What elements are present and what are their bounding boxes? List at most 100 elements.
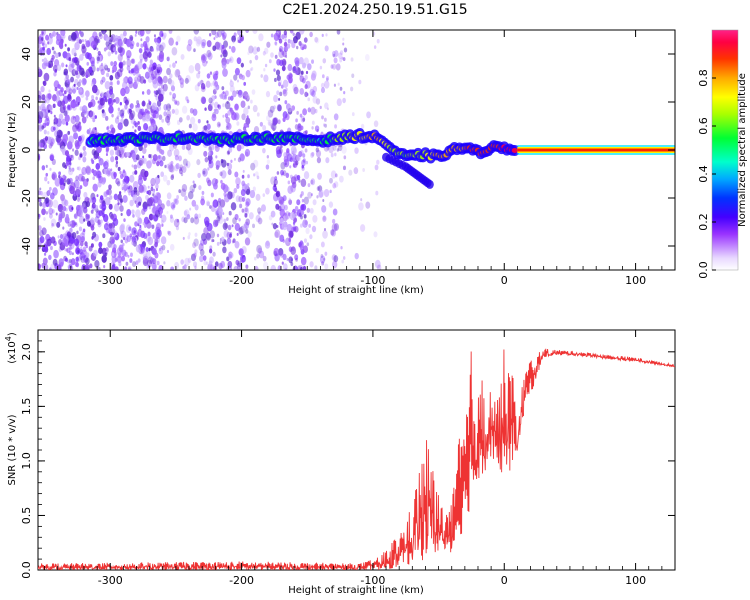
noise-speckle [333,57,338,64]
noise-speckle [206,222,213,232]
noise-speckle [316,186,320,191]
noise-speckle [274,253,280,262]
noise-speckle [160,42,166,50]
noise-speckle [57,83,61,89]
noise-speckle [168,37,174,46]
noise-speckle [281,34,285,40]
noise-speckle [220,46,227,55]
noise-speckle [182,166,185,170]
noise-speckle [275,69,281,76]
noise-speckle [103,167,109,175]
noise-speckle [186,43,192,52]
noise-speckle [102,233,106,239]
noise-speckle [252,30,258,35]
noise-speckle [88,127,91,131]
noise-speckle [232,40,235,44]
noise-speckle [56,64,62,71]
noise-speckle [300,210,305,216]
noise-speckle [180,188,187,197]
noise-speckle [123,236,126,241]
noise-speckle [280,144,283,149]
noise-speckle [305,160,309,165]
noise-speckle [226,100,229,105]
noise-speckle [298,179,301,183]
noise-speckle [223,40,229,48]
noise-speckle [136,42,140,47]
noise-speckle [177,155,182,162]
noise-speckle [62,134,69,143]
noise-speckle [332,53,336,58]
noise-speckle [114,35,119,42]
noise-speckle [115,155,119,161]
noise-speckle [330,229,335,236]
noise-speckle [278,247,284,256]
noise-speckle [144,56,148,62]
noise-speckle [111,265,117,270]
noise-speckle [47,93,52,100]
noise-speckle [294,68,299,75]
noise-speckle [218,262,223,270]
noise-speckle [365,53,370,61]
noise-speckle [110,213,115,220]
noise-speckle [85,166,92,176]
noise-speckle [236,90,239,95]
noise-speckle [302,245,308,254]
noise-speckle [64,114,70,123]
noise-speckle [197,118,201,124]
noise-speckle [88,66,93,74]
noise-speckle [166,56,171,62]
noise-speckle [161,155,166,162]
noise-speckle [212,200,217,207]
noise-speckle [236,79,239,83]
noise-speckle [194,62,201,72]
noise-speckle [342,57,346,62]
noise-speckle [216,42,223,51]
bottom-x-axis-label: Height of straight line (km) [288,585,424,596]
noise-speckle [149,154,153,159]
noise-speckle [273,250,278,257]
noise-speckle [245,218,251,226]
noise-speckle [237,157,242,163]
noise-speckle [208,146,212,152]
noise-speckle [66,78,69,83]
noise-speckle [75,222,78,226]
noise-speckle [254,265,259,270]
noise-speckle [298,57,304,65]
noise-speckle [324,251,328,256]
noise-speckle [166,67,171,76]
noise-speckle [325,157,330,164]
noise-speckle [109,74,114,81]
noise-speckle [92,117,96,123]
noise-speckle [64,178,67,183]
noise-speckle [108,34,114,43]
noise-speckle [50,218,57,227]
noise-speckle [136,216,142,225]
noise-speckle [43,129,47,135]
noise-speckle [78,226,83,232]
noise-speckle [286,148,290,154]
noise-speckle [153,34,156,38]
noise-speckle [138,47,143,54]
noise-speckle [288,230,294,239]
noise-speckle [64,176,67,179]
noise-speckle [187,257,192,264]
noise-speckle [311,126,314,130]
noise-speckle [110,171,117,180]
noise-speckle [262,51,266,56]
noise-speckle [128,108,132,114]
noise-speckle [38,197,42,203]
noise-speckle [138,174,143,181]
noise-speckle [320,241,325,248]
noise-speckle [195,38,201,47]
noise-speckle [265,164,270,170]
noise-speckle [205,232,211,240]
noise-speckle [71,69,77,77]
noise-speckle [176,218,180,223]
noise-speckle [278,97,281,101]
noise-speckle [230,202,237,211]
noise-speckle [41,31,44,35]
noise-speckle [239,248,244,256]
noise-speckle [178,117,183,123]
noise-speckle [176,35,181,43]
noise-speckle [362,168,365,173]
